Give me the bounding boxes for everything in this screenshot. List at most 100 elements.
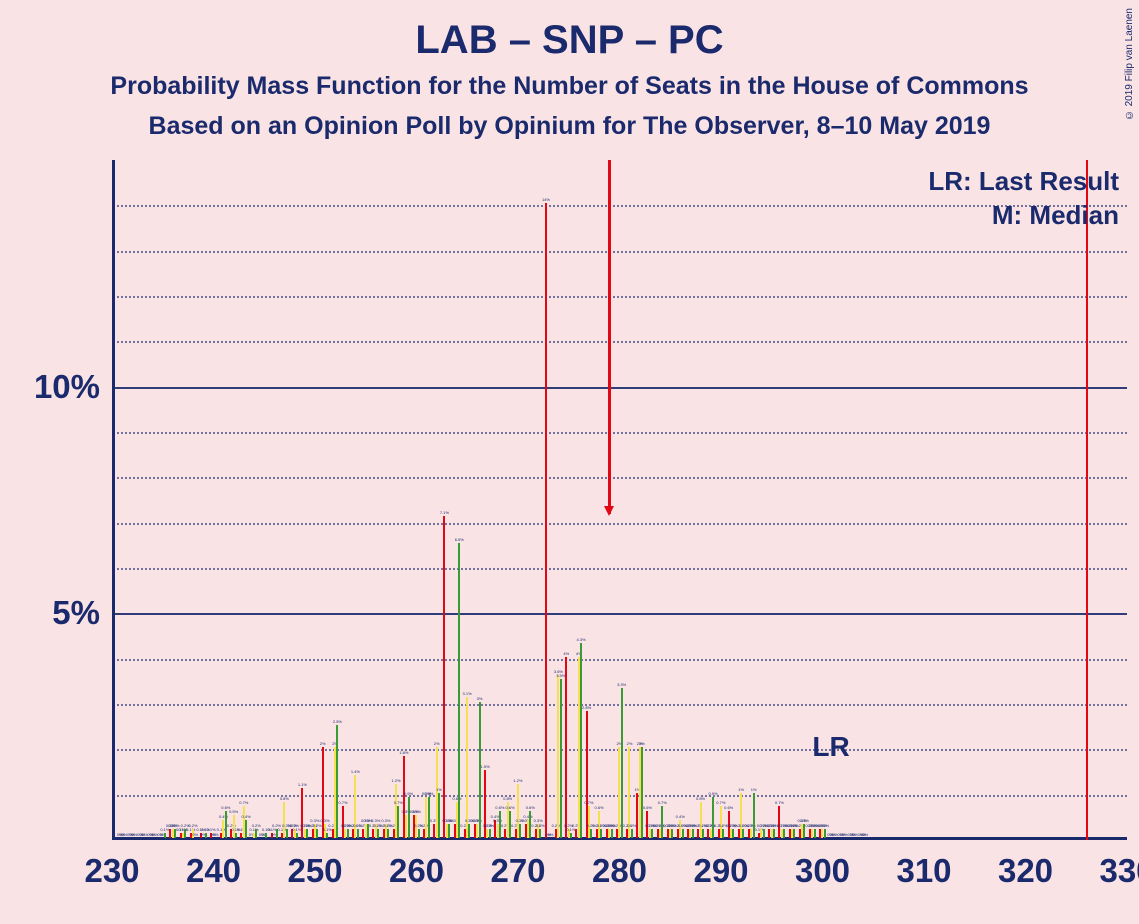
bar-value-label: 0.8% bbox=[503, 797, 512, 801]
bar-value-label: 4% bbox=[563, 652, 569, 656]
bar-value-label: 0.5% bbox=[229, 810, 238, 814]
bar-value-label: 0.7% bbox=[775, 801, 784, 805]
bar-s3: 0.2% bbox=[793, 829, 795, 838]
bar-value-label: 6.5% bbox=[455, 538, 464, 542]
x-axis-label: 250 bbox=[287, 840, 342, 890]
bar-s3: 0.7% bbox=[397, 806, 399, 838]
bar-value-label: 0.4% bbox=[242, 815, 251, 819]
bar-s3: 0.2% bbox=[387, 829, 389, 838]
bar-value-label: 0.1% bbox=[323, 828, 332, 832]
bar-s3: 0.2% bbox=[255, 829, 257, 838]
bar-value-label: 1% bbox=[751, 788, 757, 792]
bar-s3: 0.2% bbox=[692, 829, 694, 838]
bar-value-label: 0% bbox=[192, 833, 198, 837]
bar-s3: 0.2% bbox=[418, 829, 420, 838]
bar-s3: 2% bbox=[641, 747, 643, 838]
bar-s3: 6.5% bbox=[458, 543, 460, 838]
x-axis-label: 260 bbox=[389, 840, 444, 890]
bar-value-label: 0% bbox=[862, 833, 868, 837]
y-axis-label: 10% bbox=[34, 368, 112, 406]
bar-s3: 0.9% bbox=[408, 797, 410, 838]
bar-s3: 0.2% bbox=[783, 829, 785, 838]
bar-s3: 0.2% bbox=[671, 829, 673, 838]
bar-value-label: 0.6% bbox=[495, 806, 504, 810]
y-axis-line bbox=[112, 160, 115, 840]
bar-s3: 0.2% bbox=[347, 829, 349, 838]
bar-value-label: 0.2% bbox=[627, 824, 636, 828]
bar-value-label: 0.7% bbox=[584, 801, 593, 805]
chart-subtitle-2: Based on an Opinion Poll by Opinium for … bbox=[0, 112, 1139, 141]
bar-value-label: 0.6% bbox=[505, 806, 514, 810]
bar-value-label: 1.2% bbox=[513, 779, 522, 783]
bar-s3: 3.3% bbox=[621, 688, 623, 838]
x-axis-label: 310 bbox=[896, 840, 951, 890]
bar-value-label: 2% bbox=[434, 742, 440, 746]
bar-value-label: 0.2% bbox=[485, 824, 494, 828]
bar-s3: 0.2% bbox=[682, 829, 684, 838]
bar-value-label: 0.4% bbox=[676, 815, 685, 819]
x-axis-label: 320 bbox=[998, 840, 1053, 890]
x-axis-label: 270 bbox=[490, 840, 545, 890]
bar-s3: 0.2% bbox=[357, 829, 359, 838]
bar-s3: 0.2% bbox=[590, 829, 592, 838]
bar-s3: 3% bbox=[479, 702, 481, 838]
bar-s3: 0.2% bbox=[702, 829, 704, 838]
bar-s3: 0.2% bbox=[316, 829, 318, 838]
bar-value-label: 0.5% bbox=[412, 810, 421, 814]
bar-s3: 0.2% bbox=[824, 829, 826, 838]
last-result-marker bbox=[1086, 160, 1088, 840]
bar-value-label: 14% bbox=[542, 198, 550, 202]
grid-minor-line bbox=[112, 205, 1127, 207]
bar-value-label: 3.1% bbox=[463, 692, 472, 696]
bar-value-label: 0.2% bbox=[313, 824, 322, 828]
bar-s3: 0.1% bbox=[296, 833, 298, 838]
bar-value-label: 0.1% bbox=[292, 828, 301, 832]
bar-s3: 0.1% bbox=[326, 833, 328, 838]
bar-s3: 0.1% bbox=[205, 833, 207, 838]
bar-value-label: 0.6% bbox=[643, 806, 652, 810]
bar-value-label: 0.7% bbox=[394, 801, 403, 805]
bar-value-label: 0.9% bbox=[708, 792, 717, 796]
bar-s3: 0.3% bbox=[519, 824, 521, 838]
bar-s3: 0.2% bbox=[631, 829, 633, 838]
bar-value-label: 1.5% bbox=[481, 765, 490, 769]
bar-value-label: 0.6% bbox=[724, 806, 733, 810]
bar-value-label: 1.4% bbox=[351, 770, 360, 774]
x-axis-label: 230 bbox=[84, 840, 139, 890]
bar-value-label: 0.9% bbox=[424, 792, 433, 796]
bar-value-label: 2.8% bbox=[582, 706, 591, 710]
bar-s3: 0.2% bbox=[742, 829, 744, 838]
bar-value-label: 0.1% bbox=[160, 828, 169, 832]
legend-median: M: Median bbox=[992, 200, 1119, 231]
bar-value-label: 0.7% bbox=[338, 801, 347, 805]
grid-major-line bbox=[112, 387, 1127, 389]
grid-minor-line bbox=[112, 523, 1127, 525]
bar-value-label: 0.2% bbox=[820, 824, 829, 828]
median-arrow-icon bbox=[604, 506, 614, 516]
x-axis-label: 280 bbox=[592, 840, 647, 890]
bar-s3: 4.3% bbox=[580, 643, 582, 838]
bar-s3: 0.1% bbox=[265, 833, 267, 838]
bar-value-label: 7.1% bbox=[440, 511, 449, 515]
chart-plot-area: 5%10%2302402502602702802903003103203300%… bbox=[112, 160, 1127, 840]
bar-value-label: 1% bbox=[436, 788, 442, 792]
grid-minor-line bbox=[112, 704, 1127, 706]
bar-s3: 0.1% bbox=[164, 833, 166, 838]
bar-value-label: 0.1% bbox=[566, 828, 575, 832]
bar-value-label: 3.3% bbox=[617, 683, 626, 687]
bar-value-label: 0.7% bbox=[658, 801, 667, 805]
legend-lr: LR: Last Result bbox=[928, 166, 1119, 197]
bar-value-label: 2% bbox=[639, 742, 645, 746]
x-axis-label: 240 bbox=[186, 840, 241, 890]
bar-s3: 0.2% bbox=[763, 829, 765, 838]
bar-value-label: 0% bbox=[548, 833, 554, 837]
bar-s3: 0.2% bbox=[539, 829, 541, 838]
grid-major-line bbox=[112, 613, 1127, 615]
bar-value-label: 3.5% bbox=[556, 674, 565, 678]
grid-minor-line bbox=[112, 659, 1127, 661]
bar-value-label: 1% bbox=[738, 788, 744, 792]
bar-s3: 0.2% bbox=[286, 829, 288, 838]
grid-minor-line bbox=[112, 251, 1127, 253]
bar-s3: 0.9% bbox=[712, 797, 714, 838]
bar-value-label: 3% bbox=[477, 697, 483, 701]
